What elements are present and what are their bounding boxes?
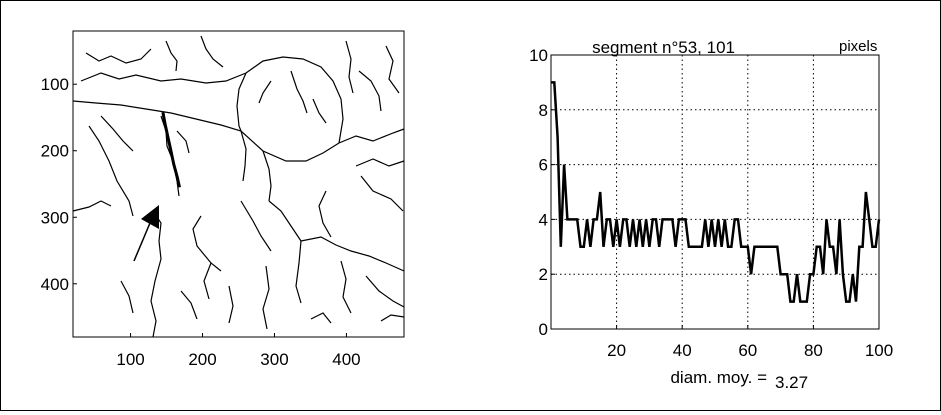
network-branch xyxy=(338,128,405,144)
y-tick-label: 10 xyxy=(529,46,548,65)
network-branch xyxy=(180,290,198,320)
image-x-ticks: 100 200 300 400 xyxy=(116,333,361,369)
y-tick-label: 400 xyxy=(41,275,69,294)
annotation-arrow xyxy=(133,205,159,262)
network-branch xyxy=(192,215,222,272)
network-branch xyxy=(240,200,272,252)
network-branch xyxy=(236,72,247,132)
network-skeleton xyxy=(72,35,405,338)
network-branch xyxy=(85,48,152,64)
y-tick-label: 2 xyxy=(539,265,548,284)
plot-area xyxy=(550,54,880,330)
network-branch xyxy=(165,40,178,72)
network-branch xyxy=(310,312,332,324)
x-axis-label-value: 3.27 xyxy=(775,373,808,392)
network-branch xyxy=(380,314,405,322)
network-branch xyxy=(120,280,134,314)
highlighted-segment xyxy=(161,111,181,188)
x-tick-label: 80 xyxy=(804,341,823,360)
network-branch xyxy=(268,200,302,242)
network-branch xyxy=(345,40,354,94)
network-branch xyxy=(262,265,270,330)
y-tick-label: 0 xyxy=(539,320,548,339)
chart-title: segment n°53, 101 xyxy=(592,38,735,57)
network-branch xyxy=(80,72,247,84)
network-branch xyxy=(258,80,272,104)
arrow-head xyxy=(141,205,159,229)
x-tick-label: 20 xyxy=(607,341,626,360)
y-tick-label: 200 xyxy=(41,142,69,161)
x-tick-label: 400 xyxy=(332,350,360,369)
network-branch xyxy=(240,130,247,182)
network-branch xyxy=(355,158,405,167)
y-tick-label: 4 xyxy=(539,210,548,229)
network-branch xyxy=(228,285,234,324)
x-axis-label: diam. moy. = xyxy=(670,368,767,387)
network-branch xyxy=(176,130,190,154)
network-branch xyxy=(300,236,405,272)
network-branch xyxy=(358,70,382,112)
network-branch xyxy=(150,210,162,338)
y-tick-label: 100 xyxy=(41,75,69,94)
series-line xyxy=(551,81,881,303)
x-tick-label: 300 xyxy=(260,350,288,369)
network-image-panel: 100 200 300 400 100 200 300 400 xyxy=(41,30,405,369)
plot-x-ticks: 20 40 60 80 100 xyxy=(607,325,893,360)
network-branch xyxy=(340,260,352,314)
network-branch xyxy=(100,115,134,152)
x-tick-label: 40 xyxy=(673,341,692,360)
network-branch xyxy=(262,150,272,202)
network-branch xyxy=(312,98,327,124)
image-y-ticks: 100 200 300 400 xyxy=(41,75,77,294)
network-branch xyxy=(203,262,212,300)
x-tick-label: 100 xyxy=(865,341,893,360)
network-branch xyxy=(88,125,134,217)
x-tick-label: 200 xyxy=(188,350,216,369)
network-branch xyxy=(245,56,344,144)
diameter-plot-panel: 20 40 60 80 100 0 2 4 6 8 10 segment n°53, 101 pi… xyxy=(529,38,893,392)
network-branch xyxy=(385,45,400,94)
plot-y-ticks: 0 2 4 6 8 10 xyxy=(529,46,555,339)
x-tick-label: 100 xyxy=(116,350,144,369)
arrow-shaft xyxy=(133,222,151,262)
network-branch xyxy=(318,190,332,238)
network-branch xyxy=(72,100,340,162)
network-branch xyxy=(72,200,112,212)
image-plot-area xyxy=(72,30,405,338)
network-branch xyxy=(200,35,224,68)
network-branch xyxy=(365,275,405,308)
network-branch xyxy=(360,175,404,212)
y-tick-label: 6 xyxy=(539,156,548,175)
y-tick-label: 8 xyxy=(539,101,548,120)
y-tick-label: 300 xyxy=(41,208,69,227)
chart-title-unit: pixels xyxy=(839,38,877,55)
network-branch xyxy=(290,70,308,114)
network-branch xyxy=(295,240,302,304)
x-tick-label: 60 xyxy=(738,341,757,360)
